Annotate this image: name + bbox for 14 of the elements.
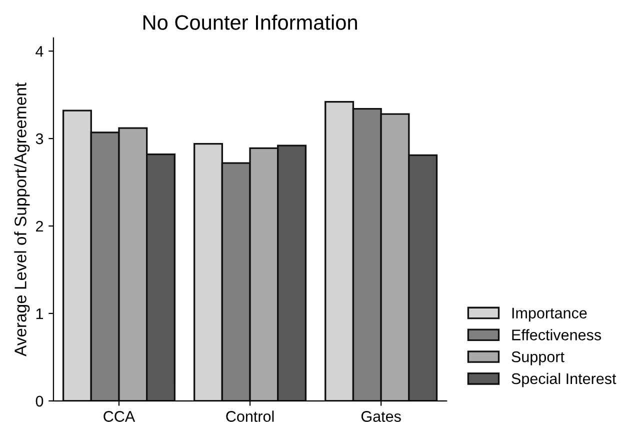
x-tick-label: CCA (104, 411, 136, 422)
y-tick-label: 0 (36, 396, 44, 407)
legend-label: Importance (512, 308, 587, 322)
legend-label: Support (512, 351, 564, 366)
y-axis-title: Average Level of Support/Agreement (14, 82, 30, 356)
x-tick-label: Control (226, 410, 274, 422)
x-tick-label: Gates (361, 411, 401, 422)
y-tick-label: 3 (36, 133, 44, 144)
y-tick-label: 2 (36, 220, 43, 232)
chart-title: No Counter Information (143, 14, 357, 30)
legend-label: Special Interest (512, 372, 616, 388)
y-tick-label: 1 (36, 308, 43, 319)
y-tick-label: 4 (36, 46, 44, 57)
legend-label: Effectiveness (512, 329, 602, 340)
